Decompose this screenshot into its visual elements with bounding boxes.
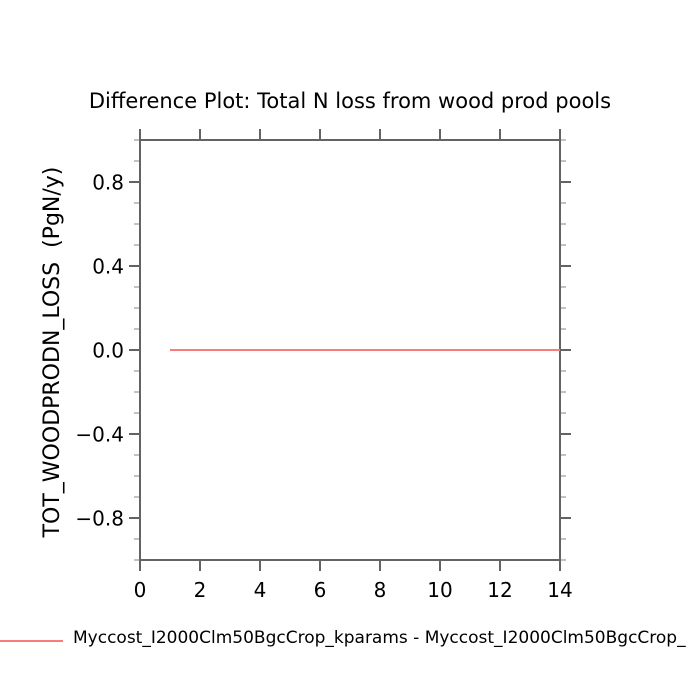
x-axis-tick-label: 8 bbox=[374, 578, 387, 602]
x-axis-tick-label: 6 bbox=[314, 578, 327, 602]
y-axis-tick-label: 0.8 bbox=[92, 170, 124, 194]
x-axis-tick-label: 2 bbox=[194, 578, 207, 602]
x-axis-tick-label: 4 bbox=[254, 578, 267, 602]
x-axis-tick-label: 12 bbox=[487, 578, 512, 602]
x-axis-tick-label: 0 bbox=[134, 578, 147, 602]
y-axis-tick-label: −0.4 bbox=[75, 422, 124, 446]
y-axis-tick-label: 0.0 bbox=[92, 338, 124, 362]
chart-title: Difference Plot: Total N loss from wood … bbox=[88, 89, 612, 113]
y-axis-tick-label: −0.8 bbox=[75, 506, 124, 530]
y-axis-tick-label: 0.4 bbox=[92, 254, 124, 278]
legend-line-swatch bbox=[0, 640, 63, 642]
legend: Myccost_I2000Clm50BgcCrop_kparams - Mycc… bbox=[0, 623, 700, 653]
x-axis-tick-label: 14 bbox=[547, 578, 572, 602]
x-axis-tick-label: 10 bbox=[427, 578, 452, 602]
legend-label: Myccost_I2000Clm50BgcCrop_kparams - Mycc… bbox=[73, 628, 686, 648]
